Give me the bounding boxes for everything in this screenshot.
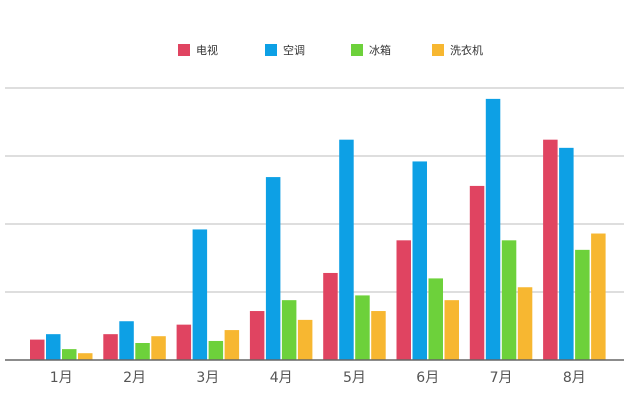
x-tick-label: 2月 <box>123 370 146 386</box>
bar <box>192 229 208 360</box>
bar <box>281 300 297 360</box>
bar <box>559 147 574 360</box>
bar <box>151 336 166 360</box>
legend-item: 洗衣机 <box>432 43 483 57</box>
legend-label: 洗衣机 <box>450 43 483 57</box>
legend-label: 电视 <box>196 43 218 57</box>
bar <box>265 177 281 360</box>
bar <box>135 343 150 360</box>
bar <box>30 339 45 360</box>
bar <box>297 319 313 360</box>
bar <box>176 324 192 360</box>
x-tick-label: 4月 <box>270 370 293 386</box>
bar <box>103 334 118 360</box>
gridlines <box>5 87 624 293</box>
bar <box>323 272 338 360</box>
bar <box>224 330 240 360</box>
legend-item: 冰箱 <box>351 43 391 57</box>
bar <box>62 349 77 360</box>
bar <box>249 311 265 360</box>
bar <box>543 139 558 360</box>
x-axis: 1月 2月 3月 4月 5月 6月 7月 8月 <box>5 359 624 386</box>
bar <box>517 287 533 360</box>
x-tick-label: 1月 <box>50 370 73 386</box>
x-tick-label: 3月 <box>196 370 219 386</box>
bar <box>412 161 427 360</box>
legend-swatch <box>265 44 277 56</box>
bar <box>355 295 370 360</box>
bar <box>428 278 443 360</box>
bar <box>469 185 485 360</box>
legend: 电视 空调 冰箱 洗衣机 <box>178 43 483 57</box>
bar <box>208 340 224 360</box>
legend-label: 空调 <box>283 43 305 57</box>
legend-swatch <box>178 44 190 56</box>
bar <box>575 249 590 360</box>
bar <box>485 98 501 360</box>
x-tick-label: 8月 <box>563 370 586 386</box>
bar <box>444 300 459 360</box>
legend-swatch <box>432 44 444 56</box>
bar <box>396 240 411 360</box>
x-tick-label: 6月 <box>416 370 439 386</box>
bar <box>501 240 517 360</box>
legend-swatch <box>351 44 363 56</box>
legend-item: 空调 <box>265 43 305 57</box>
legend-item: 电视 <box>178 43 218 57</box>
bar <box>78 353 93 360</box>
legend-label: 冰箱 <box>369 43 391 57</box>
bar <box>119 321 134 360</box>
bar <box>46 334 61 360</box>
bar <box>371 311 386 360</box>
bar <box>591 233 606 360</box>
x-tick-label: 5月 <box>343 370 366 386</box>
x-tick-label: 7月 <box>490 370 513 386</box>
bar <box>339 139 354 360</box>
bars <box>30 98 606 360</box>
